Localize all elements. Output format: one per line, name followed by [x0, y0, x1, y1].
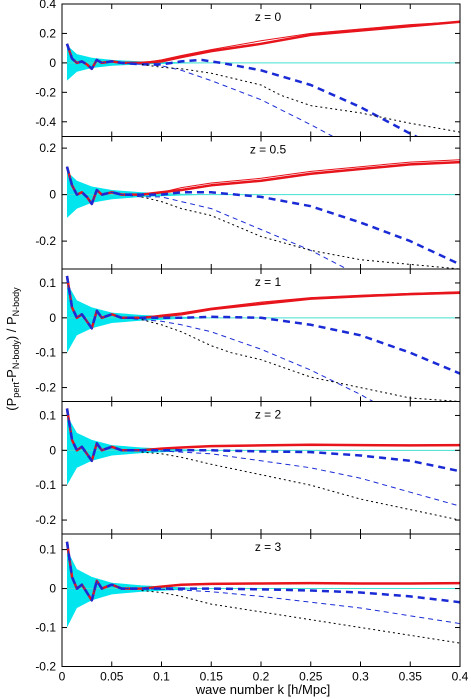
y-tick-label: 0	[49, 56, 56, 70]
plot-area	[62, 275, 460, 402]
series-blue-3	[66, 408, 460, 507]
x-tick-label: 0.1	[153, 670, 170, 684]
y-tick-label: 0	[49, 188, 56, 202]
y-tick-label: -0.4	[35, 115, 56, 129]
panel-label: z = 0.5	[250, 143, 287, 157]
y-tick-label: -0.1	[35, 621, 56, 635]
panel-label: z = 3	[255, 540, 282, 554]
plot-area	[62, 541, 460, 644]
panel-2: -0.2 -0.1 0 0.1 z = 1	[35, 268, 461, 402]
series-blue-2	[65, 166, 460, 266]
y-tick-label: -0.2	[35, 513, 56, 527]
series-black-4	[141, 590, 460, 644]
y-tick-label: 0	[49, 443, 56, 457]
y-tick-label: 0.4	[39, 0, 56, 11]
panel-label: z = 0	[255, 10, 282, 24]
y-tick-label: 0	[49, 582, 56, 596]
series-blue-3	[66, 275, 374, 402]
x-tick-label: 0.35	[399, 670, 423, 684]
panel-4: -0.2 -0.1 0 0.1 z = 3	[35, 533, 461, 674]
panel-label: z = 1	[255, 275, 282, 289]
panel-1: -0.2 0 0.2 z = 0.5	[35, 136, 461, 270]
x-tick-label: 0.4	[452, 670, 469, 684]
y-tick-label: -0.2	[35, 381, 56, 395]
y-tick-label: 0	[49, 311, 56, 325]
x-tick-label: 0	[59, 670, 66, 684]
y-label-sub-pert: pert	[11, 382, 21, 398]
panel-label: z = 2	[255, 408, 282, 422]
y-label-close: ) / P	[4, 316, 19, 340]
y-tick-label: -0.1	[35, 346, 56, 360]
y-tick-label: 0.2	[39, 141, 56, 155]
plot-area	[62, 20, 460, 137]
panels: -0.4-0.200.20.4z = 0-0.200.2 z = 0.5-0.2-…	[35, 0, 468, 684]
y-axis-label: (Ppert-PN-body) / PN-body	[4, 287, 21, 411]
y-label-sub-nbody-2: N-body	[11, 287, 21, 317]
y-tick-label: -0.2	[35, 234, 56, 248]
series-black-4	[141, 451, 460, 521]
panel-0: -0.4 -0.2 0 0.2 0.4 z = 0	[35, 0, 461, 137]
y-tick-label: 0.1	[39, 543, 56, 557]
y-label-open: (P	[4, 398, 19, 411]
y-label-sub-nbody-1: N-body	[11, 340, 21, 370]
x-tick-label: 0.05	[100, 670, 124, 684]
x-tick-label: 0.2	[253, 670, 270, 684]
series-blue-3	[66, 166, 349, 269]
series-blue-3	[66, 541, 460, 625]
y-tick-label: 0.1	[39, 408, 56, 422]
series-black-4	[141, 196, 460, 269]
y-tick-label: -0.2	[35, 85, 56, 99]
y-tick-label: -0.1	[35, 478, 56, 492]
y-tick-label: -0.2	[35, 660, 56, 674]
x-tick-label: 0.25	[299, 670, 323, 684]
series-black-4	[141, 63, 460, 133]
y-tick-label: 0.1	[39, 276, 56, 290]
series-blue-2	[65, 275, 460, 375]
y-label-mid: -P	[4, 369, 19, 382]
series-red-0	[65, 20, 460, 71]
y-tick-label: 0.2	[39, 26, 56, 40]
svg-text:(Ppert-PN-body) / PN-body: (Ppert-PN-body) / PN-body	[4, 287, 21, 411]
panel-3: -0.2 -0.1 0 0.1 z = 2	[35, 401, 461, 535]
x-tick-label: 0.15	[200, 670, 224, 684]
series-blue-3	[66, 43, 334, 137]
x-axis-label: wave number k [h/Mpc]	[195, 682, 330, 697]
plot-area	[62, 408, 460, 521]
x-tick-label: 0.3	[352, 670, 369, 684]
plot-area	[62, 159, 460, 269]
series-black-4	[141, 319, 460, 402]
